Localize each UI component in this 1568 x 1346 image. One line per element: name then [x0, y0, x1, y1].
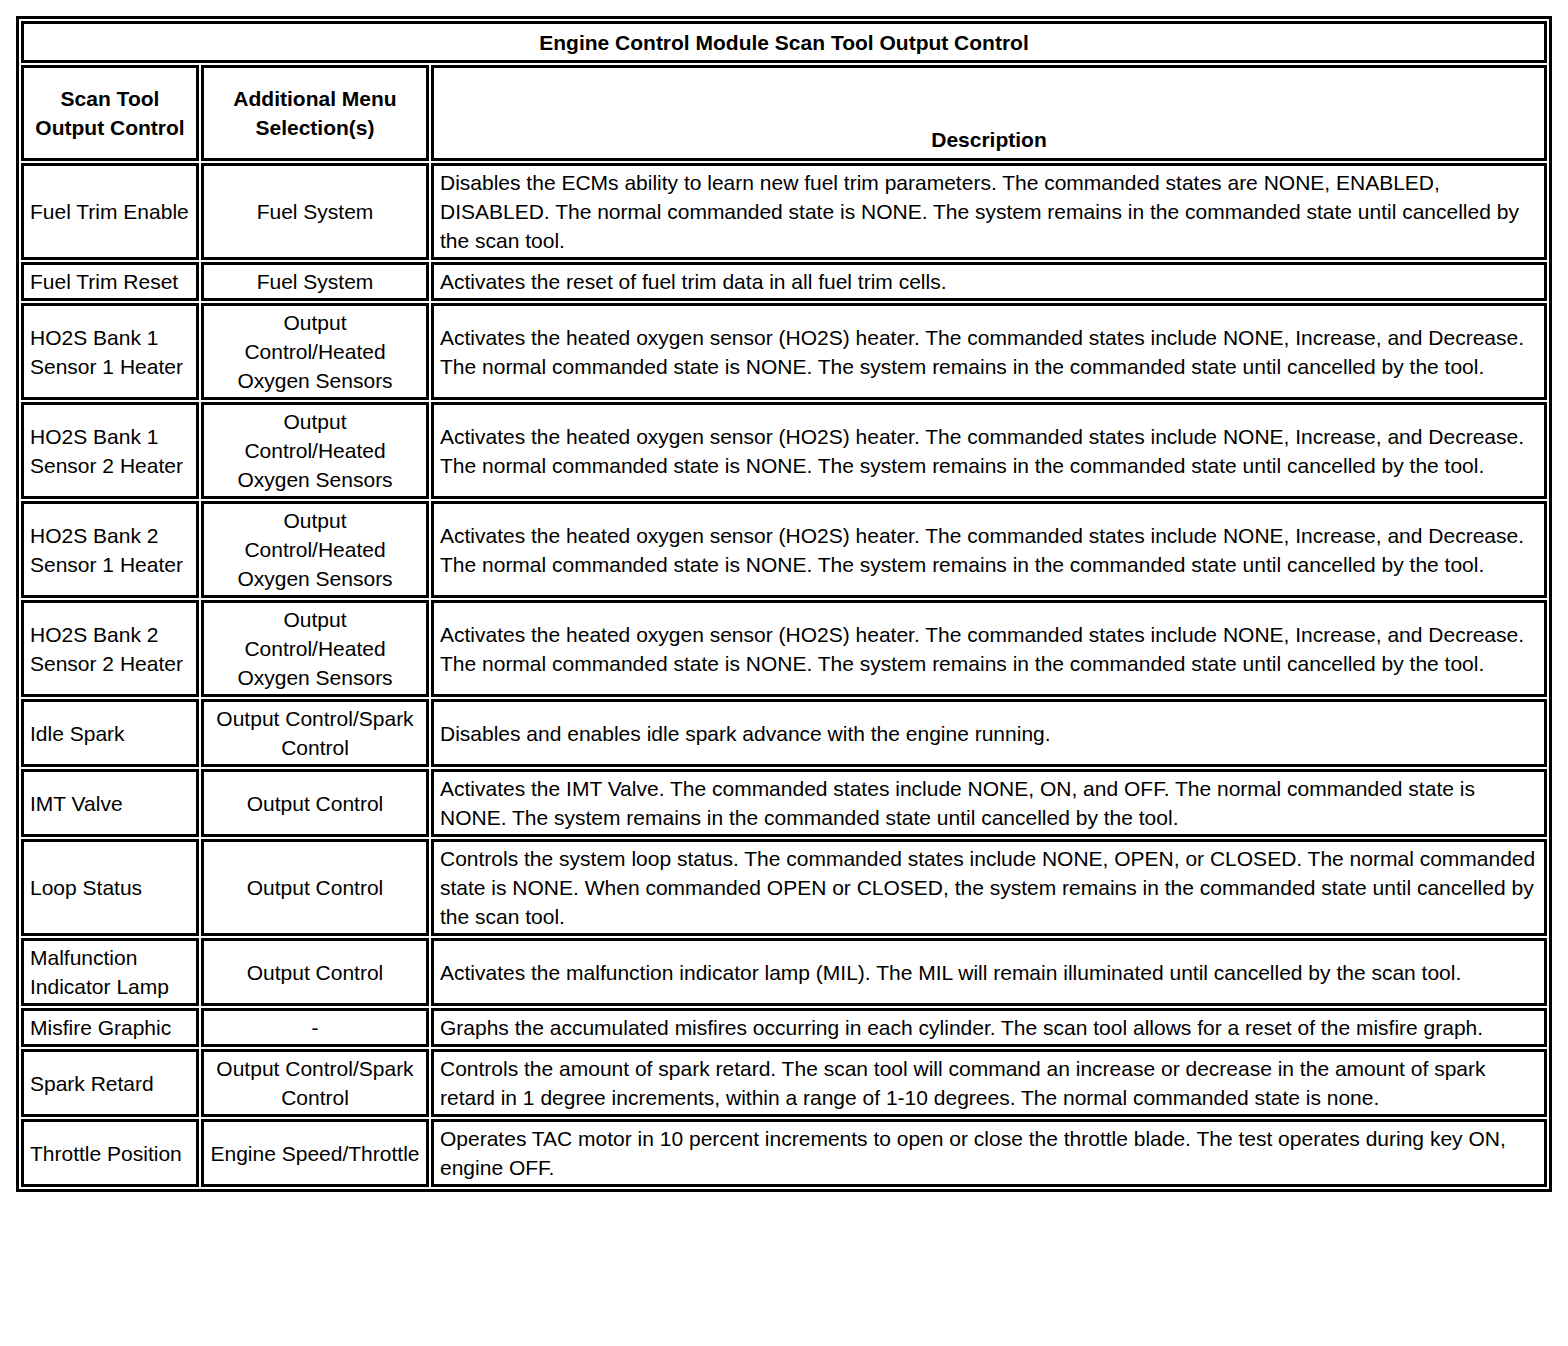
cell-description: Activates the IMT Valve. The commanded s…: [431, 769, 1547, 837]
ecm-scan-tool-output-control-table: Engine Control Module Scan Tool Output C…: [16, 16, 1552, 1192]
cell-description: Disables and enables idle spark advance …: [431, 699, 1547, 767]
cell-description: Activates the heated oxygen sensor (HO2S…: [431, 303, 1547, 400]
table-row: Throttle Position Engine Speed/Throttle …: [21, 1119, 1547, 1187]
cell-scan-tool-output-control: Malfunction Indicator Lamp: [21, 938, 199, 1006]
cell-scan-tool-output-control: HO2S Bank 1 Sensor 1 Heater: [21, 303, 199, 400]
cell-description: Controls the amount of spark retard. The…: [431, 1049, 1547, 1117]
cell-scan-tool-output-control: Fuel Trim Enable: [21, 163, 199, 260]
cell-scan-tool-output-control: IMT Valve: [21, 769, 199, 837]
cell-scan-tool-output-control: Loop Status: [21, 839, 199, 936]
cell-additional-menu-selection: Output Control: [201, 769, 429, 837]
cell-description: Activates the reset of fuel trim data in…: [431, 262, 1547, 301]
cell-scan-tool-output-control: Misfire Graphic: [21, 1008, 199, 1047]
document-page: Engine Control Module Scan Tool Output C…: [0, 0, 1568, 1192]
cell-description: Controls the system loop status. The com…: [431, 839, 1547, 936]
table-row: Fuel Trim Enable Fuel System Disables th…: [21, 163, 1547, 260]
cell-description: Disables the ECMs ability to learn new f…: [431, 163, 1547, 260]
table-row: HO2S Bank 1 Sensor 1 Heater Output Contr…: [21, 303, 1547, 400]
table-row: Fuel Trim Reset Fuel System Activates th…: [21, 262, 1547, 301]
table-row: Misfire Graphic - Graphs the accumulated…: [21, 1008, 1547, 1047]
cell-additional-menu-selection: Fuel System: [201, 163, 429, 260]
table-row: Idle Spark Output Control/Spark Control …: [21, 699, 1547, 767]
cell-additional-menu-selection: Output Control: [201, 839, 429, 936]
cell-additional-menu-selection: -: [201, 1008, 429, 1047]
cell-description: Activates the malfunction indicator lamp…: [431, 938, 1547, 1006]
cell-additional-menu-selection: Output Control/Heated Oxygen Sensors: [201, 303, 429, 400]
cell-scan-tool-output-control: Spark Retard: [21, 1049, 199, 1117]
cell-scan-tool-output-control: Throttle Position: [21, 1119, 199, 1187]
column-header-description: Description: [431, 65, 1547, 161]
cell-additional-menu-selection: Output Control/Heated Oxygen Sensors: [201, 600, 429, 697]
table-row: HO2S Bank 2 Sensor 1 Heater Output Contr…: [21, 501, 1547, 598]
cell-description: Operates TAC motor in 10 percent increme…: [431, 1119, 1547, 1187]
table-row: HO2S Bank 2 Sensor 2 Heater Output Contr…: [21, 600, 1547, 697]
cell-description: Graphs the accumulated misfires occurrin…: [431, 1008, 1547, 1047]
cell-additional-menu-selection: Output Control: [201, 938, 429, 1006]
cell-additional-menu-selection: Fuel System: [201, 262, 429, 301]
table-header-row: Scan Tool Output Control Additional Menu…: [21, 65, 1547, 161]
table-body: Fuel Trim Enable Fuel System Disables th…: [21, 163, 1547, 1187]
table-row: Malfunction Indicator Lamp Output Contro…: [21, 938, 1547, 1006]
cell-description: Activates the heated oxygen sensor (HO2S…: [431, 402, 1547, 499]
cell-additional-menu-selection: Output Control/Heated Oxygen Sensors: [201, 501, 429, 598]
column-header-additional-menu-selections: Additional Menu Selection(s): [201, 65, 429, 161]
cell-additional-menu-selection: Engine Speed/Throttle: [201, 1119, 429, 1187]
cell-scan-tool-output-control: Idle Spark: [21, 699, 199, 767]
table-row: Loop Status Output Control Controls the …: [21, 839, 1547, 936]
cell-description: Activates the heated oxygen sensor (HO2S…: [431, 501, 1547, 598]
cell-scan-tool-output-control: Fuel Trim Reset: [21, 262, 199, 301]
cell-description: Activates the heated oxygen sensor (HO2S…: [431, 600, 1547, 697]
table-title: Engine Control Module Scan Tool Output C…: [21, 21, 1547, 63]
cell-scan-tool-output-control: HO2S Bank 1 Sensor 2 Heater: [21, 402, 199, 499]
table-row: Spark Retard Output Control/Spark Contro…: [21, 1049, 1547, 1117]
column-header-scan-tool-output-control: Scan Tool Output Control: [21, 65, 199, 161]
cell-additional-menu-selection: Output Control/Heated Oxygen Sensors: [201, 402, 429, 499]
cell-additional-menu-selection: Output Control/Spark Control: [201, 699, 429, 767]
cell-additional-menu-selection: Output Control/Spark Control: [201, 1049, 429, 1117]
cell-scan-tool-output-control: HO2S Bank 2 Sensor 2 Heater: [21, 600, 199, 697]
cell-scan-tool-output-control: HO2S Bank 2 Sensor 1 Heater: [21, 501, 199, 598]
table-row: HO2S Bank 1 Sensor 2 Heater Output Contr…: [21, 402, 1547, 499]
table-title-row: Engine Control Module Scan Tool Output C…: [21, 21, 1547, 63]
table-row: IMT Valve Output Control Activates the I…: [21, 769, 1547, 837]
